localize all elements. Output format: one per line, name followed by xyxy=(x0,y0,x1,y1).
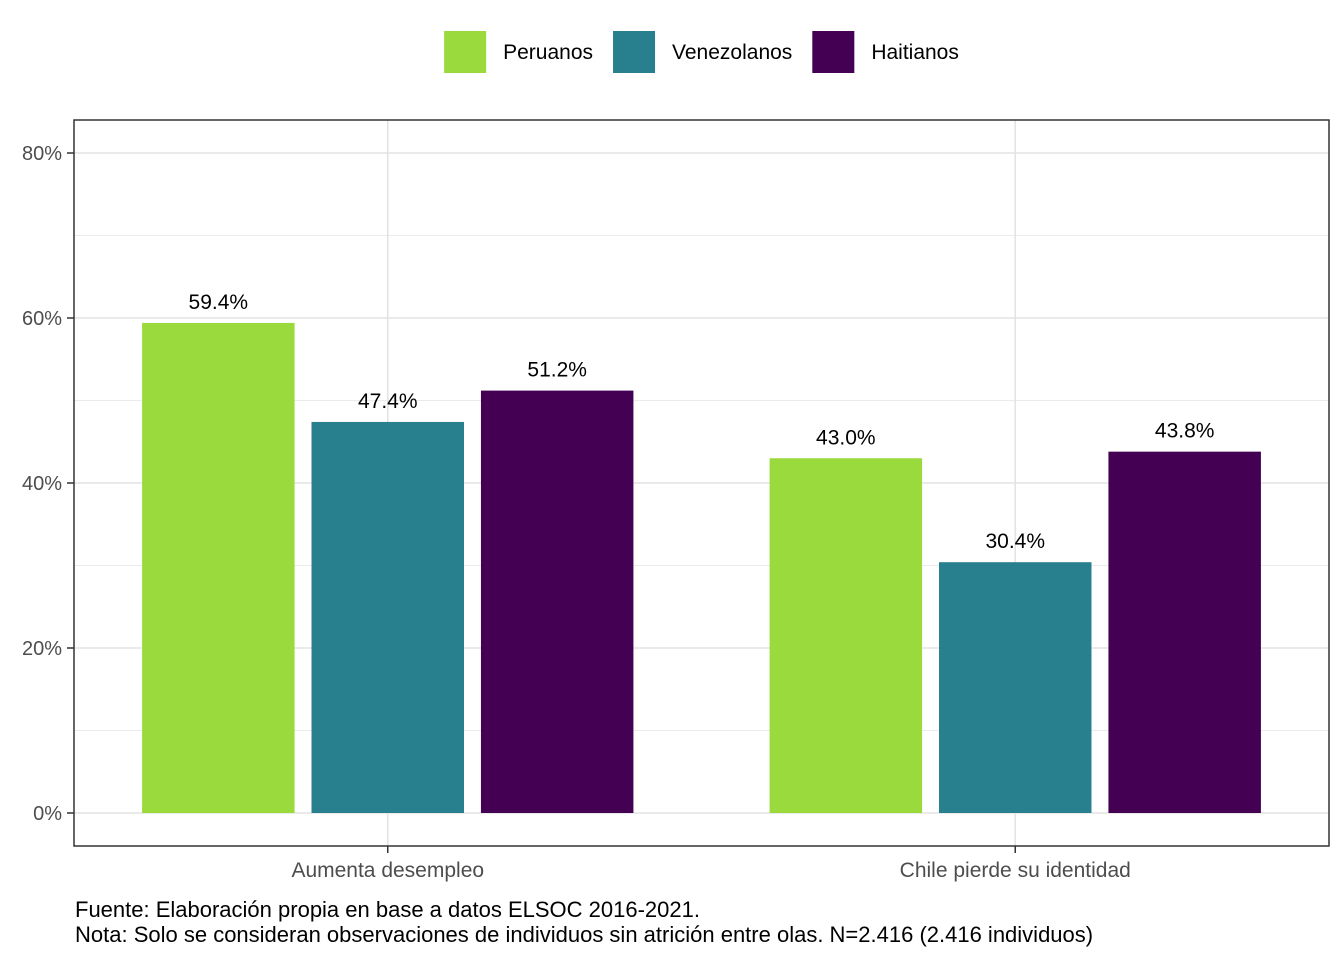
x-tick-label: Aumenta desempleo xyxy=(291,859,484,882)
legend-item-haitianos: Haitianos xyxy=(812,31,959,73)
data-label: 30.4% xyxy=(985,530,1045,553)
y-tick-label: 20% xyxy=(22,638,62,660)
caption-source: Fuente: Elaboración propia en base a dat… xyxy=(75,897,700,922)
x-tick-label: Chile pierde su identidad xyxy=(900,859,1131,882)
data-label: 43.0% xyxy=(816,426,876,449)
y-tick-label: 0% xyxy=(33,803,62,825)
y-tick-label: 60% xyxy=(22,308,62,330)
data-labels: 59.4% 43.0% 47.4% 30.4% 51.2% 43.8% xyxy=(189,291,1215,553)
y-tick-label: 40% xyxy=(22,473,62,495)
bar-chart: Peruanos Venezolanos Haitianos 59.4% 43.0% 4… xyxy=(22,31,1330,882)
legend-item-peruanos: Peruanos xyxy=(444,31,593,73)
y-tick-label: 80% xyxy=(22,143,62,165)
bars xyxy=(142,322,1261,813)
legend-label: Haitianos xyxy=(871,41,959,64)
legend-key xyxy=(613,31,656,73)
data-label: 51.2% xyxy=(527,359,587,382)
legend: Peruanos Venezolanos Haitianos xyxy=(444,31,959,73)
bar-peruanos-2 xyxy=(769,458,923,813)
bar-haitianos-2 xyxy=(1108,451,1261,813)
legend-label: Venezolanos xyxy=(672,41,792,64)
data-label: 43.8% xyxy=(1155,420,1215,443)
bar-venezolanos-1 xyxy=(311,421,464,813)
y-axis: 0% 20% 40% 60% 80% xyxy=(22,143,74,825)
data-label: 59.4% xyxy=(189,291,249,314)
legend-key xyxy=(812,31,855,73)
legend-label: Peruanos xyxy=(503,41,593,64)
x-axis: Aumenta desempleo Chile pierde su identid… xyxy=(291,846,1131,882)
legend-key xyxy=(444,31,487,73)
bar-haitianos-1 xyxy=(480,390,634,813)
bar-peruanos-1 xyxy=(142,322,295,813)
legend-item-venezolanos: Venezolanos xyxy=(613,31,792,73)
data-label: 47.4% xyxy=(358,390,418,413)
caption-note: Nota: Solo se consideran observaciones d… xyxy=(75,922,1094,947)
bar-venezolanos-2 xyxy=(939,562,1092,813)
